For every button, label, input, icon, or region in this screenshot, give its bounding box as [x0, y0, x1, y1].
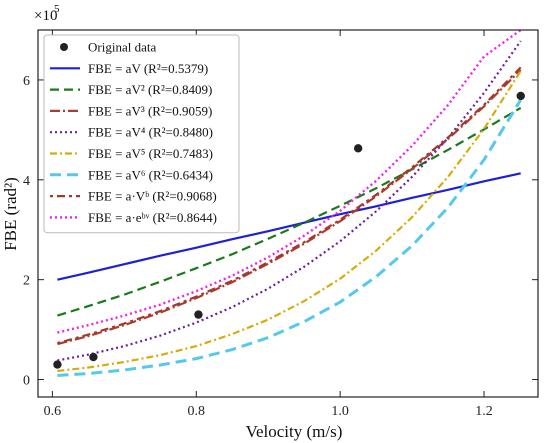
legend: Original data FBE = aV (R²=0.5379) FBE = a… [43, 34, 240, 234]
x-tick-label: 1.0 [331, 404, 349, 419]
series-line-6 [57, 99, 522, 377]
series-line-4 [57, 40, 522, 362]
series-line-1 [57, 172, 521, 281]
series-line-2 [57, 106, 522, 317]
y-multiplier-exponent: 5 [54, 3, 60, 15]
legend-label-1: FBE = aV (R²=0.5379) [88, 61, 208, 76]
series-line-7 [57, 66, 522, 345]
plot-frame [37, 29, 539, 398]
series-line-8 [57, 30, 522, 334]
series-line-5 [57, 70, 522, 373]
axis-ticks: 0.6 0.8 1.0 1.2 0 2 4 6 [23, 30, 538, 419]
plot-area [57, 30, 522, 377]
legend-label-3: FBE = aV³ (R²=0.9059) [88, 103, 212, 118]
legend-box [43, 34, 240, 234]
x-tick-label: 0.8 [188, 404, 206, 419]
legend-label-8: FBE = a·eᵇᵛ (R²=0.8644) [88, 210, 217, 225]
legend-label-6: FBE = aV⁶ (R²=0.6434) [88, 167, 213, 182]
x-axis-label: Velocity (m/s) [246, 422, 343, 441]
y-axis-label: FBE (rad²) [1, 177, 20, 251]
plot-content [53, 30, 525, 377]
y-tick-label: 0 [23, 374, 30, 389]
legend-label-4: FBE = aV⁴ (R²=0.8480) [88, 125, 213, 140]
data-point [53, 360, 62, 369]
legend-marker-original-data [60, 43, 68, 51]
y-tick-label: 2 [23, 274, 30, 289]
data-point [353, 144, 363, 153]
legend-label-original-data: Original data [88, 40, 156, 55]
data-point [194, 310, 203, 319]
x-tick-label: 0.6 [44, 404, 62, 419]
data-point [89, 352, 98, 362]
y-multiplier-label: ×10 [34, 8, 57, 24]
legend-label-7: FBE = a·Vᵇ (R²=0.9068) [88, 189, 217, 204]
y-tick-label: 6 [23, 74, 30, 89]
data-point [516, 91, 525, 101]
y-tick-label: 4 [23, 174, 30, 189]
legend-label-5: FBE = aV⁵ (R²=0.7483) [88, 146, 213, 161]
legend-label-2: FBE = aV² (R²=0.8409) [88, 82, 212, 97]
x-tick-label: 1.2 [475, 404, 493, 419]
